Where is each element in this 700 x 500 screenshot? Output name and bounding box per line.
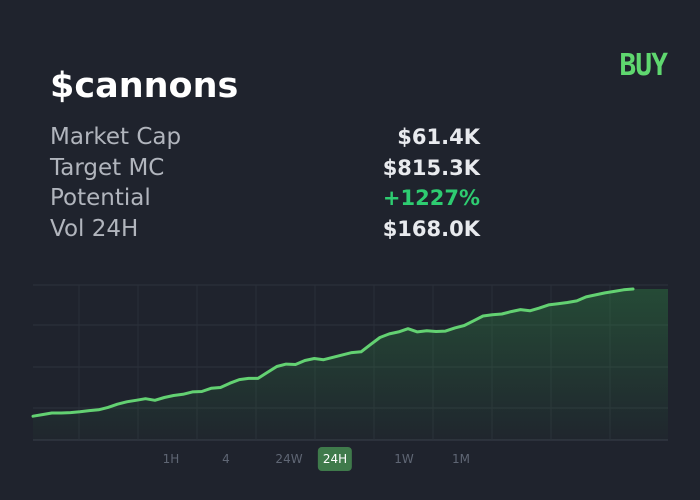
buy-button[interactable]: BUY bbox=[619, 46, 668, 83]
stat-row-market-cap: Market Cap $61.4K bbox=[50, 122, 480, 153]
stats-list: Market Cap $61.4K Target MC $815.3K Pote… bbox=[50, 122, 480, 244]
timeframe-1w[interactable]: 1W bbox=[394, 452, 414, 466]
timeframe-1h[interactable]: 1H bbox=[162, 452, 180, 466]
timeframe-1m[interactable]: 1M bbox=[452, 452, 470, 466]
stat-label-market-cap: Market Cap bbox=[50, 124, 182, 150]
price-chart bbox=[0, 270, 700, 500]
stat-row-target-mc: Target MC $815.3K bbox=[50, 153, 480, 184]
stat-label-target-mc: Target MC bbox=[50, 154, 165, 181]
stat-value-target-mc: $815.3K bbox=[382, 155, 480, 180]
stat-value-market-cap: $61.4K bbox=[397, 125, 480, 149]
price-chart-svg bbox=[31, 284, 668, 441]
stat-label-vol-24h: Vol 24H bbox=[50, 215, 139, 242]
timeframe-4[interactable]: 4 bbox=[222, 452, 230, 466]
stat-label-potential: Potential bbox=[50, 185, 151, 211]
chart-series-line bbox=[31, 287, 635, 418]
stat-value-potential: +1227% bbox=[382, 186, 480, 210]
chart-area-fill bbox=[33, 289, 668, 440]
timeframe-24h[interactable]: 24H bbox=[317, 447, 353, 471]
token-ticker: $cannons bbox=[50, 66, 239, 106]
stat-value-vol-24h: $168.0K bbox=[382, 216, 480, 241]
stat-row-potential: Potential +1227% bbox=[50, 183, 480, 214]
timeframe-selector: 1H 4 24W 24H 1W 1M bbox=[0, 447, 700, 471]
stat-row-vol-24h: Vol 24H $168.0K bbox=[50, 214, 480, 245]
timeframe-24w[interactable]: 24W bbox=[275, 452, 303, 466]
